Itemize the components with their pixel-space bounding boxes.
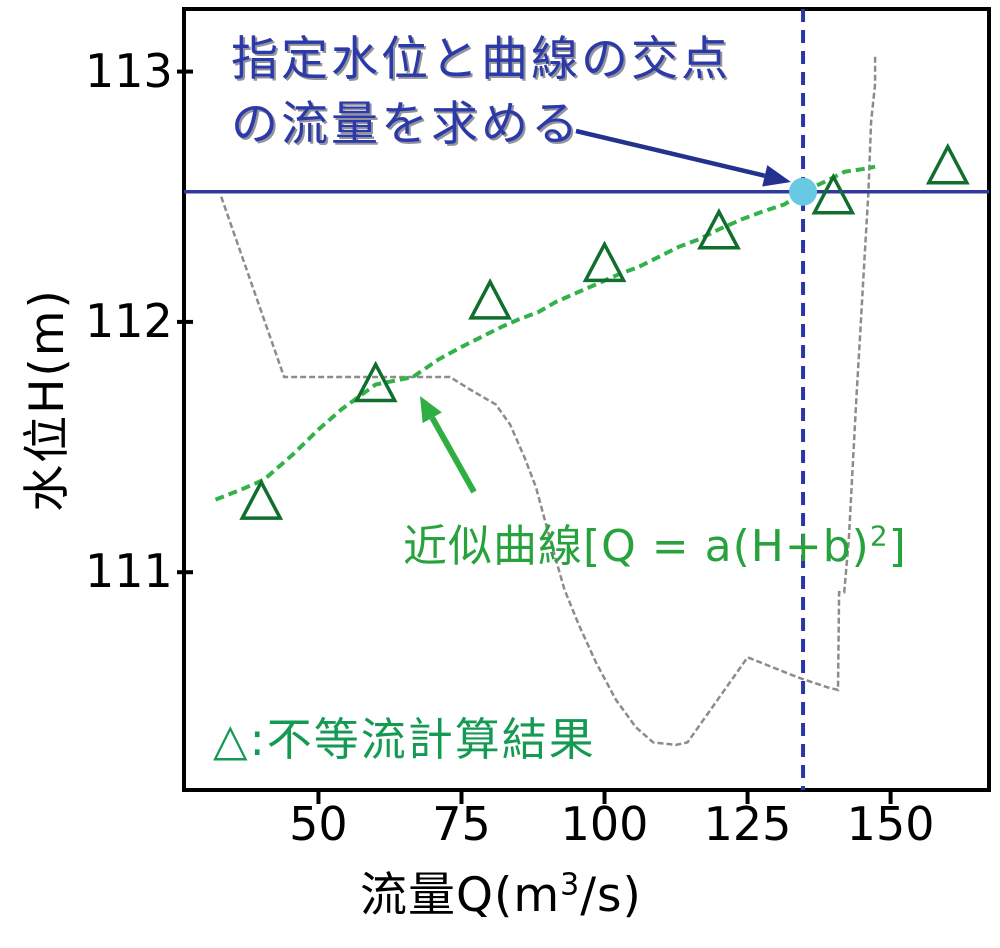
blue-arrow-head	[762, 165, 791, 187]
data-point-triangle	[697, 208, 741, 250]
fit-curve-label: 近似曲線[Q = a(H+b)2]	[403, 510, 907, 574]
x-axis-title: 流量Q(m3/s)	[360, 856, 642, 925]
plot-frame	[182, 7, 991, 792]
x-axis-title-superscript: 3	[560, 867, 581, 903]
blue-arrow-shaft	[575, 128, 766, 178]
gray-line	[220, 54, 877, 747]
annotation-line1: 指定水位と曲線の交点	[231, 32, 731, 87]
fit-curve	[214, 164, 876, 502]
x-tick-label: 75	[432, 797, 491, 851]
data-point-triangle	[582, 240, 627, 283]
y-tick-label: 111	[85, 544, 173, 599]
annotation-line2: の流量を求める	[231, 97, 581, 152]
legend-separator: :	[249, 713, 267, 766]
data-point-triangle	[811, 172, 856, 215]
x-tick-label: 125	[703, 797, 792, 851]
data-point-triangle	[925, 142, 970, 185]
y-tick-label: 113	[85, 43, 173, 98]
fit-curve-label-superscript: 2	[869, 519, 889, 553]
green-arrow-shaft	[429, 416, 477, 494]
legend: △:不等流計算結果	[213, 703, 596, 768]
data-point-triangle	[353, 360, 398, 403]
x-tick-label: 50	[289, 797, 348, 851]
fit-curve-label-text: 近似曲線[Q = a(H+b)	[403, 521, 870, 572]
fit-curve-label-close: ]	[888, 521, 907, 572]
y-tick-label: 112	[85, 293, 173, 348]
annotation-specified-level: 指定水位と曲線の交点 の流量を求める	[231, 27, 731, 157]
legend-label: 不等流計算結果	[266, 713, 596, 766]
x-tick-label: 100	[560, 797, 649, 851]
legend-triangle-marker: △	[213, 713, 250, 766]
x-tick-label: 150	[846, 797, 935, 851]
green-arrow-head	[420, 396, 442, 424]
x-axis-title-close: /s)	[580, 868, 642, 923]
data-point-triangle	[468, 278, 512, 320]
data-point-triangle	[239, 478, 284, 520]
y-axis-title: 水位H(m)	[20, 288, 75, 512]
x-axis-title-text: 流量Q(m	[360, 868, 561, 923]
intersection-dot	[789, 177, 818, 206]
